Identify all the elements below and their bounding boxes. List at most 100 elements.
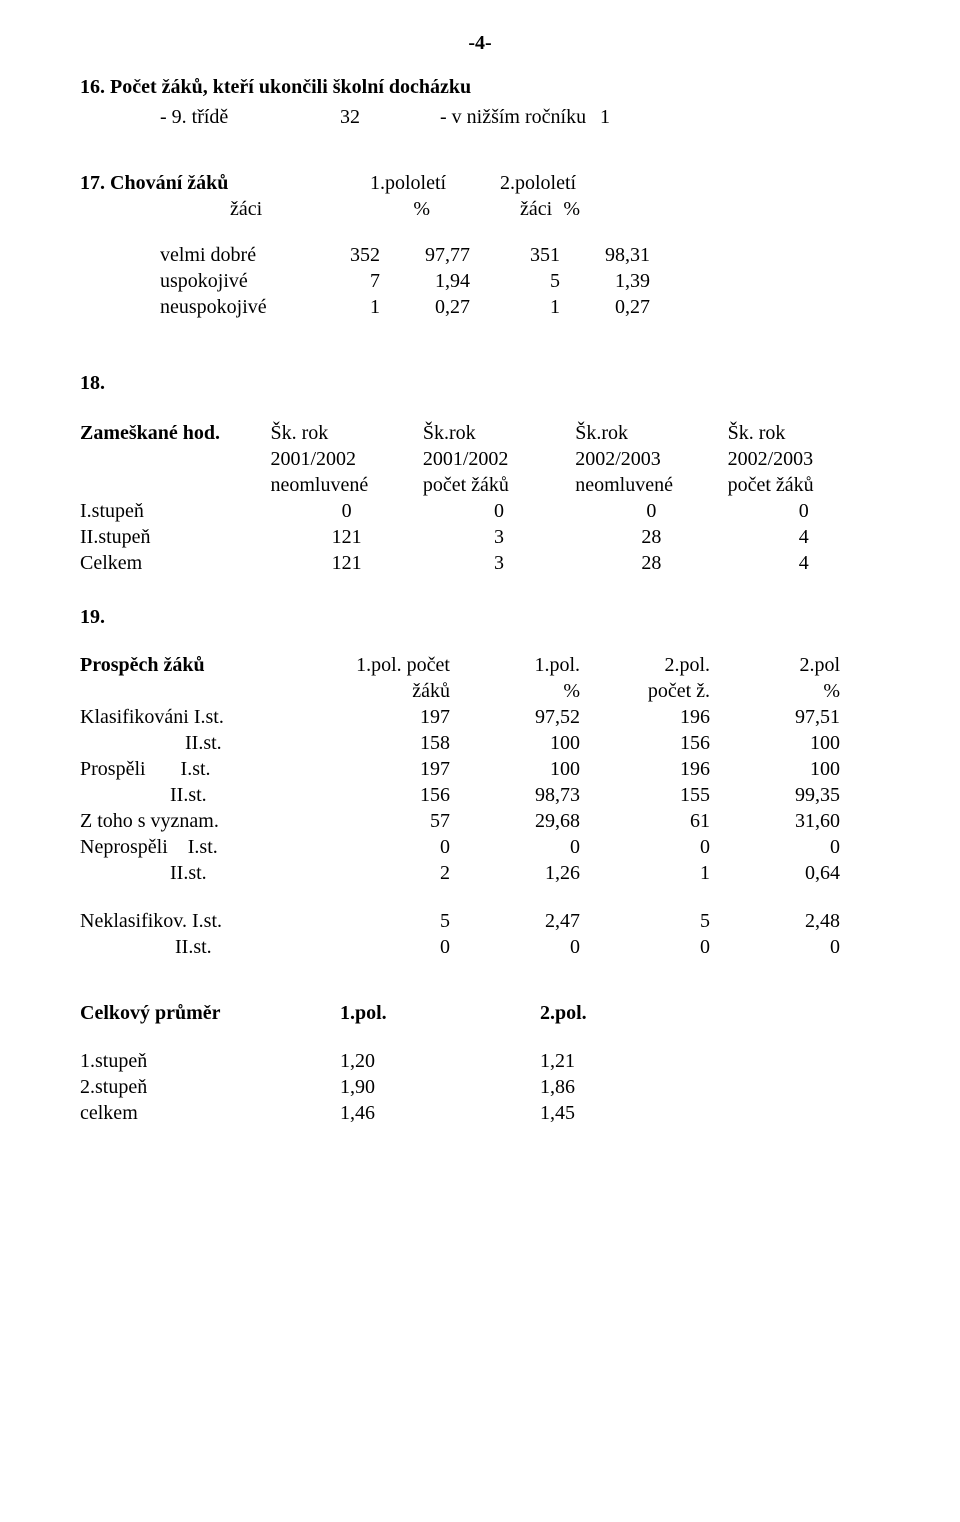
s19-r5-c2: 0 [450, 834, 580, 860]
s19-r4-c4: 31,60 [710, 808, 840, 834]
s19-h2-c1: žáků [320, 678, 450, 704]
s18-r0-c1: 0 [270, 498, 422, 524]
s17-r0-v1: 352 [300, 242, 380, 268]
s19-r8-c2: 0 [450, 934, 580, 960]
s19-h2-c2: % [450, 678, 580, 704]
s19-r0-lbl: Klasifikováni I.st. [80, 704, 320, 730]
s19-r1-lbl: II.st. [80, 730, 320, 756]
s17-r0-v3: 351 [470, 242, 560, 268]
table-row: 2.stupeň 1,90 1,86 [80, 1074, 880, 1100]
s19-h2-c3: počet ž. [580, 678, 710, 704]
s19-r6-c1: 2 [320, 860, 450, 886]
s19-h1-c2: 1.pol. [450, 652, 580, 678]
s18-r2-c3: 28 [575, 550, 727, 576]
s19-r5-lbl: Neprospěli I.st. [80, 834, 320, 860]
s18-r1-c3: 28 [575, 524, 727, 550]
table-row: Neprospěli I.st. 0 0 0 0 [80, 834, 880, 860]
s18-r1-c4: 4 [728, 524, 880, 550]
s19-r4-c2: 29,68 [450, 808, 580, 834]
spacer [80, 886, 880, 908]
table-row: Celkem 121 3 28 4 [80, 550, 880, 576]
s19-r4-lbl: Z toho s vyznam. [80, 808, 320, 834]
s17-r2-v2: 0,27 [380, 294, 470, 320]
s18-r1-c2: 3 [423, 524, 575, 550]
s19-r1-c3: 156 [580, 730, 710, 756]
section-18: 18. Zameškané hod. Šk. rok Šk.rok Šk.rok… [80, 370, 880, 576]
s17-r0-v4: 98,31 [560, 242, 650, 268]
s18-head2: 2001/2002 2001/2002 2002/2003 2002/2003 [80, 446, 880, 472]
s19-r3-c2: 98,73 [450, 782, 580, 808]
avg-r1-c1: 1,90 [340, 1074, 540, 1100]
avg-r2-c0: celkem [80, 1100, 340, 1126]
avg-head: Celkový průměr 1.pol. 2.pol. [80, 1000, 880, 1026]
s17-head-label: 17. Chování žáků [80, 170, 370, 196]
s18-r2-c2: 3 [423, 550, 575, 576]
s18-h1-c4: Šk. rok [728, 420, 880, 446]
s17-sub-zaci2: žáci [440, 196, 520, 222]
s18-r2-c0: Celkem [80, 550, 270, 576]
s19-head2: žáků % počet ž. % [80, 678, 880, 704]
s18-h2-c4: 2002/2003 [728, 446, 880, 472]
section-16-title: 16. Počet žáků, kteří ukončili školní do… [80, 74, 880, 100]
s18-h1-c2: Šk.rok [423, 420, 575, 446]
table-row: 1.stupeň 1,20 1,21 [80, 1048, 880, 1074]
s17-r2-v1: 1 [300, 294, 380, 320]
s18-h1-c1: Šk. rok [270, 420, 422, 446]
s18-h3-c0 [80, 472, 270, 498]
s19-r7-c2: 2,47 [450, 908, 580, 934]
s18-h2-c1: 2001/2002 [270, 446, 422, 472]
s19-r7-c4: 2,48 [710, 908, 840, 934]
s18-r2-c4: 4 [728, 550, 880, 576]
table-row: II.st. 2 1,26 1 0,64 [80, 860, 880, 886]
s19-h1-c4: 2.pol [710, 652, 840, 678]
table-row: Z toho s vyznam. 57 29,68 61 31,60 [80, 808, 880, 834]
table-row: uspokojivé 7 1,94 5 1,39 [80, 268, 880, 294]
s17-r1-v1: 7 [300, 268, 380, 294]
s19-r2-c3: 196 [580, 756, 710, 782]
table-row: II.st. 0 0 0 0 [80, 934, 880, 960]
s18-h1-c0: Zameškané hod. [80, 420, 270, 446]
s18-r0-c3: 0 [575, 498, 727, 524]
table-row: Klasifikováni I.st. 197 97,52 196 97,51 [80, 704, 880, 730]
s18-title: 18. [80, 370, 880, 396]
avg-r0-c1: 1,20 [340, 1048, 540, 1074]
avg-r2-c2: 1,45 [540, 1100, 740, 1126]
s17-head-p2: 2.pololetí [500, 170, 650, 196]
section-16-row: - 9. třídě 32 - v nižším ročníku 1 [80, 104, 880, 130]
s18-h2-c2: 2001/2002 [423, 446, 575, 472]
s18-r0-c0: I.stupeň [80, 498, 270, 524]
s18-r0-c2: 0 [423, 498, 575, 524]
s19-head1: Prospěch žáků 1.pol. počet 1.pol. 2.pol.… [80, 652, 880, 678]
s19-r1-c2: 100 [450, 730, 580, 756]
table-row: celkem 1,46 1,45 [80, 1100, 880, 1126]
s17-r2-v4: 0,27 [560, 294, 650, 320]
section-16: 16. Počet žáků, kteří ukončili školní do… [80, 74, 880, 130]
s18-r1-c1: 121 [270, 524, 422, 550]
s19-r3-lbl: II.st. [80, 782, 320, 808]
s19-r6-c2: 1,26 [450, 860, 580, 886]
section-average: Celkový průměr 1.pol. 2.pol. 1.stupeň 1,… [80, 1000, 880, 1126]
s19-r2-c2: 100 [450, 756, 580, 782]
s19-r6-lbl: II.st. [80, 860, 320, 886]
s19-r4-c1: 57 [320, 808, 450, 834]
s18-r1-c0: II.stupeň [80, 524, 270, 550]
s17-head: 17. Chování žáků 1.pololetí 2.pololetí [80, 170, 880, 196]
s17-r2-lbl: neuspokojivé [80, 294, 300, 320]
s19-r3-c4: 99,35 [710, 782, 840, 808]
section-19: 19. Prospěch žáků 1.pol. počet 1.pol. 2.… [80, 604, 880, 960]
avg-h-c2: 2.pol. [540, 1000, 740, 1026]
s19-r2-lbl: Prospěli I.st. [80, 756, 320, 782]
s18-r2-c1: 121 [270, 550, 422, 576]
s19-r5-c1: 0 [320, 834, 450, 860]
s17-r1-v3: 5 [470, 268, 560, 294]
s19-r6-c3: 1 [580, 860, 710, 886]
s17-sub-pct2: % [520, 196, 590, 222]
s17-sub-zaci1: žáci [80, 196, 370, 222]
s19-r3-c3: 155 [580, 782, 710, 808]
s16-b: 32 [340, 104, 400, 130]
s19-r8-c1: 0 [320, 934, 450, 960]
s17-r0-v2: 97,77 [380, 242, 470, 268]
s17-sub-pct1: % [370, 196, 440, 222]
s18-head3: neomluvené počet žáků neomluvené počet ž… [80, 472, 880, 498]
s19-r0-c1: 197 [320, 704, 450, 730]
